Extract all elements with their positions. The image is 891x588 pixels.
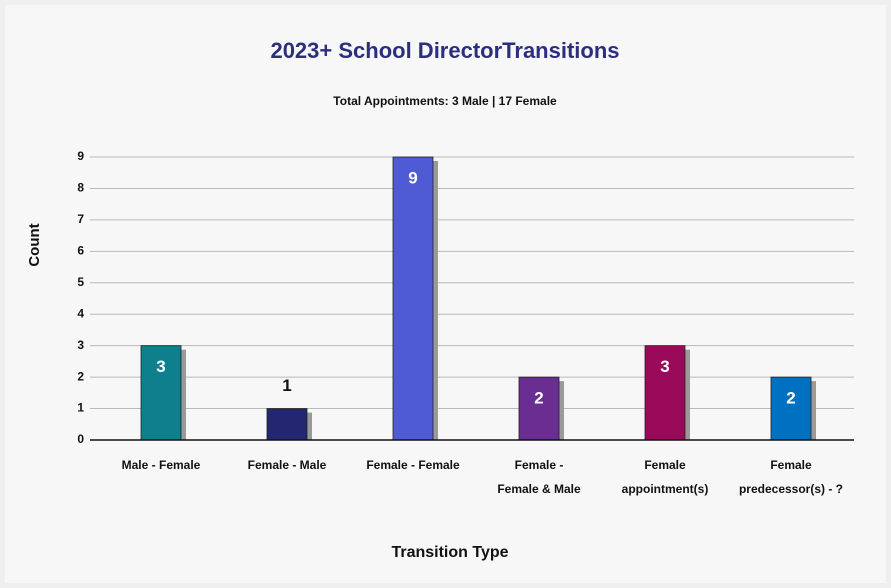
chart-panel [5, 5, 886, 583]
chart-title: 2023+ School DirectorTransitions [270, 38, 619, 63]
x-axis-label: Transition Type [391, 544, 508, 561]
y-tick-label: 5 [77, 275, 84, 289]
y-axis-label: Count [26, 223, 43, 266]
y-tick-label: 7 [77, 212, 84, 226]
data-label: 9 [408, 168, 417, 187]
x-tick-label: Female - Male [248, 458, 327, 472]
y-tick-label: 6 [77, 244, 84, 258]
x-tick-label: Male - Female [122, 458, 201, 472]
bar [770, 376, 812, 441]
bar [140, 345, 182, 441]
bar [644, 345, 686, 441]
bar [392, 156, 434, 441]
x-tick-label: Female & Male [497, 482, 581, 496]
chart-subtitle: Total Appointments: 3 Male | 17 Female [333, 94, 557, 108]
x-tick-label: Female - Female [366, 458, 460, 472]
data-label: 3 [156, 357, 165, 376]
x-tick-label: predecessor(s) - ? [739, 482, 843, 496]
y-tick-label: 8 [77, 181, 84, 195]
bar [266, 408, 308, 441]
x-tick-label: appointment(s) [622, 482, 709, 496]
data-label: 2 [786, 389, 795, 408]
x-tick-label: Female [770, 458, 812, 472]
data-label: 2 [534, 389, 543, 408]
y-tick-label: 0 [77, 432, 84, 446]
y-tick-label: 3 [77, 338, 84, 352]
y-tick-label: 9 [77, 149, 84, 163]
x-tick-label: Female [644, 458, 686, 472]
bar [518, 376, 560, 441]
data-label: 3 [660, 357, 669, 376]
y-tick-label: 4 [77, 306, 84, 320]
y-tick-label: 1 [77, 401, 84, 415]
x-tick-label: Female - [515, 458, 564, 472]
data-label: 1 [282, 376, 291, 395]
y-tick-label: 2 [77, 369, 84, 383]
